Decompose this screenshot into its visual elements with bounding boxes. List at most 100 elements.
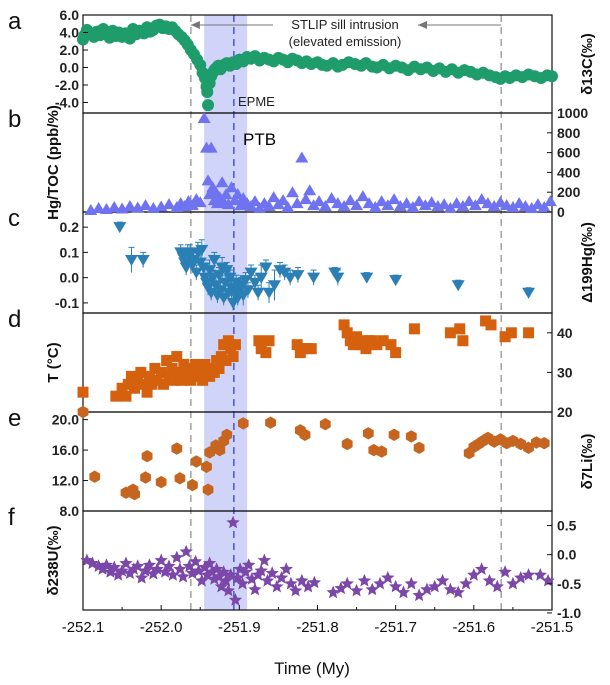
hg-toc-point <box>375 195 389 207</box>
temperature-point <box>260 347 272 359</box>
panel-d-letter: d <box>8 306 21 333</box>
d199hg-point <box>220 265 234 277</box>
hg-toc-point <box>362 197 376 209</box>
d238u-point <box>381 571 395 584</box>
d199hg-point <box>268 280 282 292</box>
y-axis-label-b: Hg/TOC (ppb/%) <box>45 105 62 220</box>
temperature-point <box>220 355 232 367</box>
d199hg-point <box>203 265 217 277</box>
hg-toc-point <box>406 201 420 213</box>
hg-toc-point <box>267 191 281 203</box>
d238u-point <box>207 572 221 585</box>
d7li-point <box>201 460 212 473</box>
d199hg-point <box>241 285 255 297</box>
d238u-point <box>373 576 387 590</box>
d199hg-point <box>207 254 221 266</box>
hg-toc-point <box>368 201 382 213</box>
y-tick-label: 16.0 <box>52 442 79 458</box>
hg-toc-point <box>107 201 121 213</box>
y-tick-label: 0.0 <box>60 270 80 286</box>
epme-label: EPME <box>238 94 275 109</box>
d238u-point <box>396 585 411 599</box>
d238u-point <box>248 582 262 596</box>
temperature-point <box>444 327 456 339</box>
y-axis-label-f: δ238U(‰) <box>45 526 62 596</box>
d7li-point <box>388 428 400 441</box>
y-axis-label-d: T (°C) <box>45 342 62 382</box>
temperature-point <box>185 374 197 386</box>
y-tick-label: 600 <box>557 145 581 161</box>
panel-frame-c <box>82 211 553 314</box>
temperature-point <box>138 378 150 390</box>
panel-b-letter: b <box>8 106 21 133</box>
hg-toc-point <box>201 174 215 186</box>
d238u-point <box>154 553 168 567</box>
d7li-point <box>140 471 151 484</box>
d238u-point <box>80 553 94 567</box>
temperature-point <box>360 343 372 355</box>
d199hg-point <box>331 272 345 284</box>
d238u-point <box>334 581 348 595</box>
d238u-point <box>212 569 226 583</box>
d199hg-point <box>248 277 262 289</box>
panel-frame-e <box>82 411 553 512</box>
sill-arrow-left-head <box>190 21 200 29</box>
d238u-point <box>340 576 354 590</box>
temperature-point <box>77 386 89 398</box>
d238u-point <box>254 564 268 577</box>
hg-toc-point <box>525 202 539 214</box>
temperature-point <box>155 366 167 378</box>
temperature-point <box>173 366 185 378</box>
hg-toc-point <box>204 141 218 153</box>
temperature-point <box>523 327 535 339</box>
y-tick-label: 1000 <box>557 105 588 121</box>
d199hg-point <box>195 244 209 256</box>
d238u-point <box>228 593 243 606</box>
y-tick-label: 2.0 <box>60 42 80 58</box>
data-points-layer <box>77 18 558 606</box>
d238u-point <box>135 571 149 584</box>
temperature-point <box>357 335 369 347</box>
y-tick-label: 0.5 <box>557 518 577 534</box>
temperature-point <box>351 331 363 343</box>
temperature-point <box>291 339 303 351</box>
y-axis-label-c: Δ199Hg(‰) <box>579 222 596 303</box>
temperature-point <box>457 335 469 347</box>
hg-toc-point <box>437 198 451 210</box>
d238u-point <box>188 554 203 568</box>
x-tick-label: -251.9 <box>218 619 261 636</box>
hg-toc-point <box>506 201 520 213</box>
hg-toc-point <box>262 200 276 212</box>
temperature-point <box>143 370 155 382</box>
hg-toc-point <box>537 201 551 213</box>
panel-c-letter: c <box>8 205 20 232</box>
y-tick-label: 800 <box>557 125 581 141</box>
d199hg-point <box>259 262 273 274</box>
hg-toc-point <box>281 201 295 213</box>
c13-point <box>202 99 215 112</box>
y-tick-label: 400 <box>557 164 581 180</box>
d199hg-point <box>307 272 321 284</box>
temperature-point <box>229 339 241 351</box>
d199hg-point <box>189 267 203 279</box>
panel-frames-layer <box>82 14 553 611</box>
y-tick-label: 4.0 <box>60 25 80 41</box>
temperature-point <box>171 351 183 363</box>
d7li-point <box>155 475 167 489</box>
temperature-point <box>227 351 239 363</box>
d238u-point <box>162 559 176 572</box>
d238u-point <box>451 585 465 599</box>
hg-toc-point <box>487 200 501 212</box>
x-axis-label: Time (My) <box>274 659 350 678</box>
hg-toc-point <box>418 199 432 211</box>
hg-toc-point <box>387 193 401 205</box>
temperature-point <box>132 374 144 386</box>
d238u-point <box>131 559 145 572</box>
y-tick-label: 20.0 <box>52 412 79 428</box>
d238u-point <box>185 566 200 579</box>
y-tick-label: -2.0 <box>55 77 79 93</box>
temperature-point <box>197 374 209 386</box>
axes-layer: 6.04.02.00.0-2.0-4.0aδ13C(‰)100080060040… <box>8 7 596 636</box>
d238u-point <box>123 566 137 579</box>
hg-toc-point <box>443 202 457 214</box>
